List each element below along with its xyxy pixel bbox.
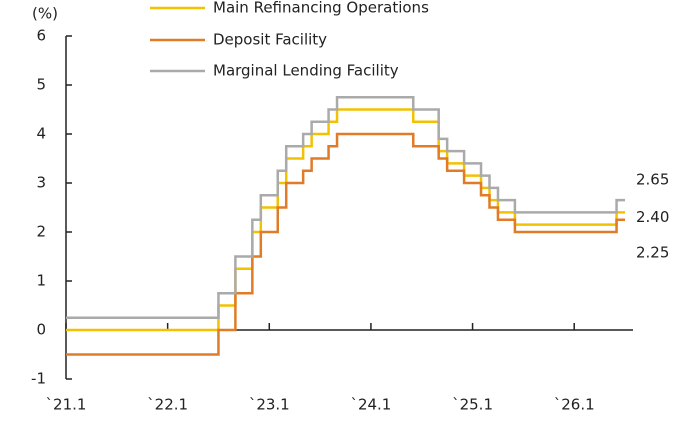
x-tick-label: `26.1 (554, 396, 595, 414)
step-line (66, 108, 626, 332)
y-tick-label: -1 (31, 370, 46, 388)
step-line (66, 132, 626, 356)
x-tick-label: `21.1 (46, 396, 87, 414)
y-tick-label: 2 (36, 223, 46, 241)
end-label: 2.25 (636, 243, 669, 261)
y-tick-label: 5 (36, 76, 46, 94)
y-tick-label: 0 (36, 321, 46, 339)
y-axis-label: (%) (32, 5, 58, 23)
legend-label: Main Refinancing Operations (213, 0, 429, 17)
x-tick-label: `25.1 (452, 396, 493, 414)
x-tick-label: `22.1 (147, 396, 188, 414)
step-line (66, 96, 626, 319)
y-tick-label: 1 (36, 272, 46, 290)
y-tick-label: 3 (36, 174, 46, 192)
end-label: 2.40 (636, 208, 669, 226)
x-tick-label: `23.1 (249, 396, 290, 414)
legend-label: Marginal Lending Facility (213, 62, 399, 80)
x-tick-label: `24.1 (350, 396, 391, 414)
y-tick-label: 4 (36, 125, 46, 143)
legend-label: Deposit Facility (213, 31, 327, 49)
y-tick-label: 6 (36, 27, 46, 45)
end-label: 2.65 (636, 171, 669, 189)
